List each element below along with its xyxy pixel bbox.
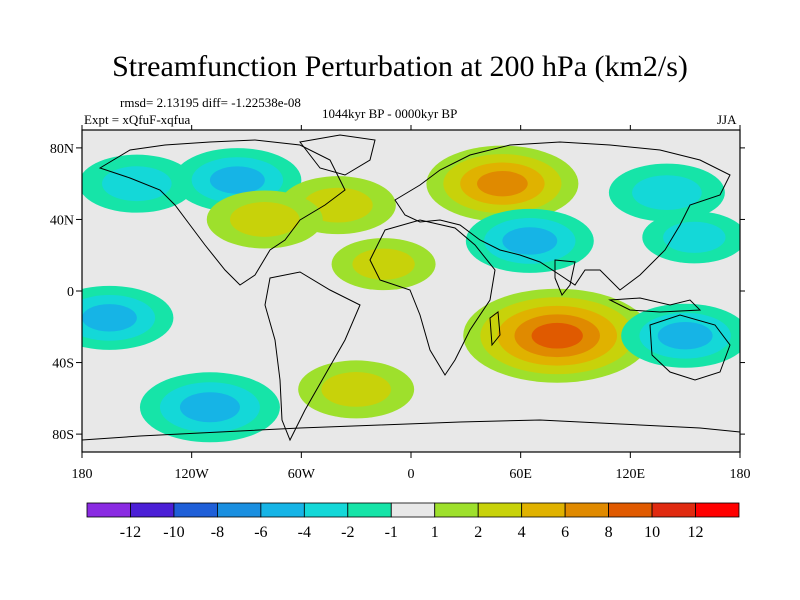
y-tick-label: 80S bbox=[52, 428, 74, 443]
colorbar-swatch bbox=[434, 502, 479, 518]
colorbar-label: 2 bbox=[474, 524, 482, 541]
x-tick-label: 120E bbox=[616, 467, 646, 482]
colorbar-swatch bbox=[347, 502, 392, 518]
colorbar-swatch bbox=[695, 502, 740, 518]
colorbar-swatch bbox=[216, 502, 262, 518]
colorbar-swatch bbox=[173, 502, 218, 518]
coastline-antarctica bbox=[82, 419, 740, 441]
anomaly-contour bbox=[229, 202, 300, 237]
colorbar-swatch bbox=[651, 502, 696, 518]
colorbar-label: -2 bbox=[341, 524, 354, 541]
field-layer bbox=[82, 145, 740, 443]
colorbar-label: 8 bbox=[605, 524, 613, 541]
colorbar-label: -12 bbox=[120, 524, 141, 541]
x-tick-label: 0 bbox=[408, 467, 415, 482]
anomaly-contour bbox=[179, 392, 240, 423]
anomaly-contour bbox=[657, 322, 713, 350]
period-label: 1044kyr BP - 0000kyr BP bbox=[322, 106, 458, 121]
colorbar-swatch bbox=[390, 502, 436, 518]
y-tick-label: 80N bbox=[50, 142, 74, 157]
coastline-africa bbox=[369, 219, 496, 376]
stats-text: rmsd= 2.13195 diff= -1.22538e-08 bbox=[120, 95, 301, 110]
anomaly-indian-ocean-high bbox=[463, 288, 652, 383]
colorbar-label: 4 bbox=[518, 524, 526, 541]
anomaly-west-pacific-low bbox=[642, 211, 740, 264]
y-tick-label: 0 bbox=[67, 285, 74, 300]
experiment-label: Expt = xQfuF-xqfua bbox=[84, 112, 191, 127]
colorbar-label: 6 bbox=[561, 524, 569, 541]
anomaly-central-asia-low bbox=[465, 208, 594, 273]
x-tick-label: 180 bbox=[730, 467, 751, 482]
anomaly-contour bbox=[352, 248, 415, 280]
colorbar-swatch bbox=[564, 502, 610, 518]
axes-layer: 180 120W 60W 0 60E 120E 180 80N 40N 0 40S 80S bbox=[50, 125, 751, 482]
coastline-madagascar bbox=[489, 311, 501, 347]
figure-title: Streamfunction Perturbation at 200 hPa (… bbox=[112, 50, 688, 83]
anomaly-contour bbox=[102, 166, 172, 202]
colorbar-label: -1 bbox=[385, 524, 398, 541]
anomaly-australia-low bbox=[621, 303, 740, 368]
x-tick-label: 120W bbox=[175, 467, 210, 482]
colorbar-swatch bbox=[477, 502, 523, 518]
anomaly-eurasia-high bbox=[426, 145, 579, 222]
colorbar-swatch bbox=[260, 502, 305, 518]
colorbar-swatch bbox=[521, 502, 566, 518]
coastline-india bbox=[554, 259, 576, 296]
anomaly-contour bbox=[209, 166, 265, 194]
coastline-eurasia bbox=[394, 141, 731, 291]
colorbar-label: -10 bbox=[163, 524, 184, 541]
colorbar-swatch bbox=[86, 502, 131, 518]
colorbar-swatch bbox=[130, 502, 175, 518]
anomaly-tropical-atlantic-high bbox=[331, 238, 436, 291]
y-tick-label: 40N bbox=[50, 213, 74, 228]
coastline-australia bbox=[649, 314, 731, 381]
colorbar-label: -4 bbox=[298, 524, 311, 541]
anomaly-contour bbox=[477, 171, 528, 197]
colorbar-label: 12 bbox=[688, 524, 704, 541]
anomaly-contour bbox=[531, 322, 583, 349]
anomaly-contour bbox=[321, 371, 391, 407]
anomaly-contour bbox=[663, 221, 726, 253]
anomaly-south-pacific-deep-low bbox=[139, 372, 280, 443]
coastline-layer bbox=[82, 134, 740, 442]
anomaly-contour bbox=[502, 227, 558, 255]
colorbar-label: 1 bbox=[431, 524, 439, 541]
colorbar: -12 -10 -8 -6 -4 -2 -1 1 2 4 6 8 10 12 bbox=[86, 502, 740, 541]
colorbar-swatch bbox=[608, 502, 653, 518]
y-tick-label: 40S bbox=[52, 357, 74, 372]
anomaly-east-asia-low bbox=[608, 163, 725, 222]
coastline-south-america bbox=[264, 271, 361, 442]
coastline-north-america bbox=[98, 139, 346, 286]
x-tick-label: 60E bbox=[509, 467, 532, 482]
x-tick-label: 180 bbox=[72, 467, 93, 482]
x-tick-label: 60W bbox=[288, 467, 316, 482]
colorbar-swatch bbox=[303, 502, 349, 518]
anomaly-south-pacific-low bbox=[82, 285, 174, 350]
coastline-indonesia bbox=[608, 297, 702, 313]
coastline-greenland bbox=[299, 134, 376, 176]
season-label: JJA bbox=[717, 112, 737, 127]
anomaly-contour bbox=[632, 175, 702, 211]
colorbar-label: -8 bbox=[211, 524, 224, 541]
colorbar-label: -6 bbox=[254, 524, 267, 541]
anomaly-south-atlantic-high bbox=[298, 360, 415, 419]
anomaly-eastern-us-high bbox=[206, 190, 323, 249]
colorbar-label: 10 bbox=[644, 524, 660, 541]
anomaly-contour bbox=[82, 304, 137, 332]
